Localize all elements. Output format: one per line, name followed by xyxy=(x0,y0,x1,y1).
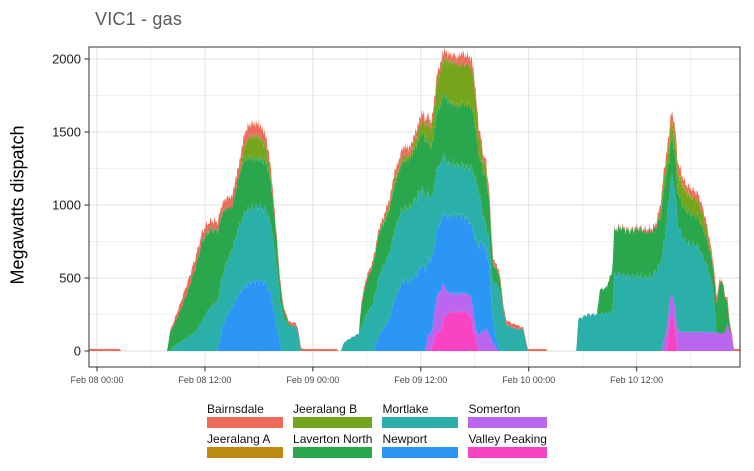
legend-swatch xyxy=(207,417,284,428)
legend-label: Jeeralang B xyxy=(293,402,358,416)
legend-label: Laverton North xyxy=(293,432,373,446)
legend-item: Bairnsdale xyxy=(207,402,284,428)
x-tick-label: Feb 08 12:00 xyxy=(178,375,231,385)
legend-item: Valley Peaking xyxy=(468,432,547,458)
legend-swatch xyxy=(293,447,373,458)
y-tick-label: 1000 xyxy=(52,198,81,213)
legend-grid: Bairnsdale Jeeralang A Jeeralang B Laverton… xyxy=(207,402,547,458)
legend-swatch xyxy=(468,417,547,428)
x-tick-label: Feb 10 00:00 xyxy=(502,375,555,385)
x-tick-label: Feb 10 12:00 xyxy=(610,375,663,385)
legend-item: Mortlake xyxy=(382,402,459,428)
legend-item: Laverton North xyxy=(293,432,373,458)
legend-label: Mortlake xyxy=(382,402,429,416)
legend-swatch xyxy=(382,417,459,428)
x-tick-label: Feb 08 00:00 xyxy=(70,375,123,385)
series-area-bairnsdale xyxy=(88,47,740,352)
legend-item: Jeeralang A xyxy=(207,432,284,458)
legend-item: Jeeralang B xyxy=(293,402,373,428)
legend-label: Bairnsdale xyxy=(207,402,264,416)
legend-swatch xyxy=(382,447,459,458)
legend-label: Jeeralang A xyxy=(207,432,271,446)
series-area-mortlake xyxy=(88,152,740,351)
y-tick-label: 500 xyxy=(59,271,81,286)
legend-label: Somerton xyxy=(468,402,521,416)
legend-swatch xyxy=(468,447,547,458)
legend-item: Somerton xyxy=(468,402,547,428)
legend-swatch xyxy=(207,447,284,458)
legend-label: Newport xyxy=(382,432,428,446)
chart-title: VIC1 - gas xyxy=(95,9,183,29)
legend-item: Newport xyxy=(382,432,459,458)
legend-label: Valley Peaking xyxy=(468,432,547,446)
panel-border xyxy=(88,46,741,368)
x-tick-label: Feb 09 12:00 xyxy=(394,375,447,385)
x-tick-label: Feb 09 00:00 xyxy=(286,375,339,385)
y-tick-label: 2000 xyxy=(52,52,81,67)
legend-swatch xyxy=(293,417,373,428)
series-area-valley-peaking xyxy=(88,309,740,351)
y-tick-label: 1500 xyxy=(52,125,81,140)
series-area-newport xyxy=(88,210,740,351)
y-tick-label: 0 xyxy=(74,344,81,359)
legend: Bairnsdale Jeeralang A Jeeralang B Laverton… xyxy=(0,402,754,458)
